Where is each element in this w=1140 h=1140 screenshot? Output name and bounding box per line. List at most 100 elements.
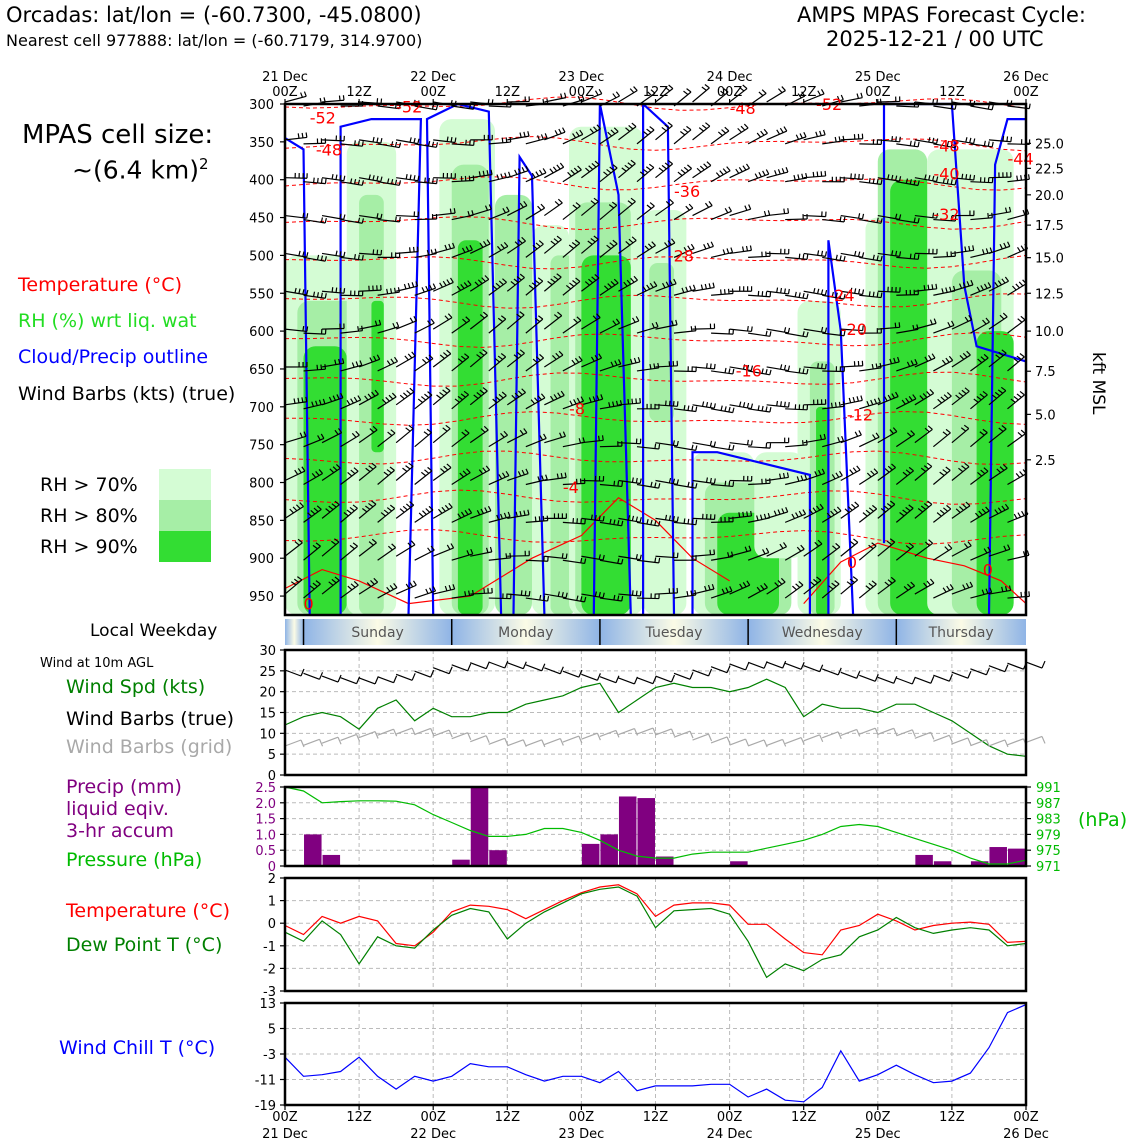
wind-barb-feather (621, 481, 624, 487)
section-panel: -52-48-52 -48 -52-48-44-40-36-32-28-24-20-… (249, 84, 1064, 617)
wind-barb-feather (880, 255, 883, 262)
wind-barb-true (303, 672, 320, 680)
wind-barb-grid (581, 732, 598, 740)
wind-barb-feather (870, 399, 874, 405)
wind-barb-feather (467, 210, 470, 217)
wind-barb-feather (482, 348, 488, 354)
wind-barb-feather (427, 391, 433, 396)
wind-barb-feather (876, 178, 879, 184)
wind-barb-feather (353, 178, 357, 185)
temp-panel-ytick-label: -2 (263, 962, 276, 977)
wind-barb-feather (947, 321, 951, 328)
wind-barb-feather (294, 287, 297, 294)
wind-barb-feather (962, 503, 968, 509)
wind-barb-feather (343, 214, 346, 220)
wind-barb-feather (513, 278, 519, 283)
wind-barb-feather (727, 288, 730, 294)
temperature-label: -32 (933, 205, 959, 224)
wind-barb-staff (747, 173, 769, 183)
wind-barb-feather (926, 462, 933, 467)
wind-barb-feather (456, 285, 462, 291)
wind-barb-staff (543, 315, 563, 330)
wind-barb-staff (970, 394, 988, 410)
wind-barb-feather (722, 249, 726, 255)
wind-barb-feather (399, 394, 405, 400)
wind-barb-feather (763, 583, 768, 588)
wind-barb-feather (617, 558, 620, 564)
wind-barb-feather (923, 465, 930, 470)
wind-barb-feather (417, 138, 420, 144)
wind-barb-feather (955, 394, 961, 400)
wind-barb-staff (284, 470, 306, 482)
wind-barb-feather (976, 286, 981, 292)
wind-barb-staff (673, 289, 696, 296)
wind-barb-feather (879, 362, 882, 369)
wind-barb-staff (321, 397, 344, 406)
wind-barb-feather (830, 510, 835, 516)
wind-barb-feather (997, 507, 1002, 513)
wind-barb-staff (822, 405, 845, 410)
isotherm-dashed-0 (284, 96, 1027, 111)
wind-barb-feather (427, 320, 432, 326)
wind-barb-staff (322, 327, 345, 330)
wind-barb-feather (612, 164, 618, 169)
wind-barb-feather (340, 392, 344, 399)
wind-barb-feather (924, 174, 927, 180)
wind-barb-feather (757, 405, 760, 411)
height-tick-label: 22.5 (1035, 162, 1064, 177)
wind-barb-feather (677, 171, 683, 177)
top-time-hour: 12Z (495, 85, 521, 100)
wind-barb-grid (340, 733, 357, 741)
wind-barb-feather (929, 319, 933, 325)
wind-barb-feather (575, 277, 581, 282)
wind-barb-feather (658, 483, 661, 489)
wind-barb-staff (766, 511, 788, 519)
wind-barb-staff (377, 469, 395, 485)
wind-barb-feather (299, 432, 303, 438)
wind-barb-feather (558, 350, 564, 356)
wind-barb-staff (673, 594, 696, 599)
wind-barb-feather (836, 95, 841, 102)
wind-barb-feather (432, 586, 437, 592)
wind-barb-feather (709, 363, 712, 369)
wind-barb-feather (839, 470, 843, 476)
wind-barb-feather (826, 512, 832, 518)
windchill-panel-ytick-label: 5 (268, 1023, 276, 1038)
wind-barb-feather (519, 273, 525, 279)
wind-barb-true-feather (596, 673, 601, 681)
wind-barb-feather (416, 246, 419, 252)
wind-barb-feather (1001, 278, 1006, 284)
pressure-tick-label: 550 (249, 287, 274, 302)
wind-barb-feather (637, 356, 641, 363)
wind-barb-feather (687, 245, 692, 251)
wind-barb-feather (413, 137, 416, 144)
wind-barb-feather (945, 287, 948, 293)
wind-barb-staff (414, 470, 433, 485)
wind-barb-feather (306, 326, 309, 332)
wind-barb-staff (932, 432, 951, 448)
wind-barb-feather (486, 239, 491, 245)
wind-barb-feather (646, 128, 652, 133)
wind-barb-feather (822, 129, 826, 136)
wind-barb-feather (465, 316, 471, 321)
wind-barb-staff (340, 294, 363, 297)
wind-barb-feather (720, 405, 723, 411)
wind-barb-feather (860, 395, 863, 401)
wind-barb-staff (469, 469, 490, 482)
wind-barb-feather (1002, 464, 1008, 469)
wind-barb-staff (488, 356, 507, 372)
wind-barb-feather (695, 406, 698, 412)
wind-barb-staff (303, 472, 323, 486)
wind-barb-feather (625, 241, 631, 246)
pressure-tick-label: 900 (249, 552, 274, 567)
precip-bar (915, 854, 933, 866)
wind-barb-staff (674, 370, 697, 373)
pressure-tick-label: 750 (249, 439, 274, 454)
wind-barb-feather (958, 467, 964, 473)
wind-barb-feather (457, 395, 463, 401)
wind-barb-feather (646, 204, 652, 209)
wind-barb-feather (701, 124, 708, 130)
wind-barb-feather (950, 179, 953, 185)
wind-barb-true-feather (856, 671, 861, 679)
wind-barb-feather (572, 204, 578, 209)
